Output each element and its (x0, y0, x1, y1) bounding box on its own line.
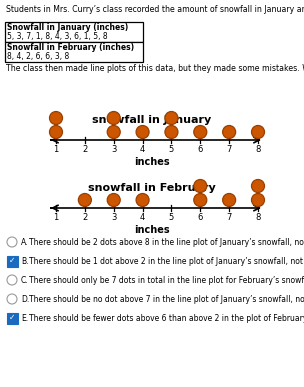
Circle shape (78, 194, 92, 207)
Text: 3: 3 (111, 213, 116, 222)
Text: 4: 4 (140, 145, 145, 154)
Text: There should be 2 dots above 8 in the line plot of January’s snowfall, not 1 dot: There should be 2 dots above 8 in the li… (29, 238, 304, 247)
Circle shape (7, 275, 17, 285)
Circle shape (136, 125, 149, 139)
Circle shape (194, 125, 207, 139)
Circle shape (194, 194, 207, 207)
Circle shape (223, 194, 236, 207)
Text: 8: 8 (255, 145, 261, 154)
Text: 5, 3, 7, 1, 8, 4, 3, 6, 1, 5, 8: 5, 3, 7, 1, 8, 4, 3, 6, 1, 5, 8 (7, 32, 108, 41)
Circle shape (107, 194, 120, 207)
Circle shape (165, 125, 178, 139)
Text: Snowfall in January (inches): Snowfall in January (inches) (7, 23, 128, 32)
Text: 6: 6 (198, 145, 203, 154)
Circle shape (194, 180, 207, 192)
Text: 7: 7 (226, 145, 232, 154)
FancyBboxPatch shape (5, 42, 143, 62)
Text: C.: C. (21, 276, 29, 285)
FancyBboxPatch shape (6, 312, 18, 324)
Circle shape (7, 237, 17, 247)
Text: ✓: ✓ (9, 313, 15, 322)
Text: B.: B. (21, 257, 29, 266)
Text: inches: inches (134, 225, 170, 235)
Circle shape (107, 125, 120, 139)
Circle shape (136, 194, 149, 207)
Text: D.: D. (21, 295, 29, 304)
Text: 5: 5 (169, 213, 174, 222)
Text: 8: 8 (255, 213, 261, 222)
Text: There should be no dot above 7 in the line plot of January’s snowfall, not 1 dot: There should be no dot above 7 in the li… (29, 295, 304, 304)
Text: 1: 1 (54, 145, 59, 154)
Circle shape (107, 111, 120, 125)
Text: There should be 1 dot above 2 in the line plot of January’s snowfall, not 2 dots: There should be 1 dot above 2 in the lin… (29, 257, 304, 266)
Text: There should be fewer dots above 6 than above 2 in the plot of February’s snowfa: There should be fewer dots above 6 than … (29, 314, 304, 323)
Text: 6: 6 (198, 213, 203, 222)
Text: There should only be 7 dots in total in the line plot for February’s snowfall, n: There should only be 7 dots in total in … (29, 276, 304, 285)
Circle shape (251, 180, 264, 192)
Text: E.: E. (21, 314, 28, 323)
Text: 3: 3 (111, 145, 116, 154)
FancyBboxPatch shape (5, 22, 143, 42)
Text: 7: 7 (226, 213, 232, 222)
Text: A.: A. (21, 238, 29, 247)
Circle shape (50, 111, 63, 125)
Text: 2: 2 (82, 213, 88, 222)
Text: 1: 1 (54, 213, 59, 222)
Text: Students in Mrs. Curry’s class recorded the amount of snowfall in January and Fe: Students in Mrs. Curry’s class recorded … (6, 5, 304, 14)
Text: inches: inches (134, 157, 170, 167)
Text: Snowfall in February (inches): Snowfall in February (inches) (7, 43, 134, 52)
Text: 8, 4, 2, 6, 6, 3, 8: 8, 4, 2, 6, 6, 3, 8 (7, 52, 69, 61)
Circle shape (251, 194, 264, 207)
Circle shape (165, 111, 178, 125)
Text: snowfall in January: snowfall in January (92, 115, 212, 125)
Circle shape (7, 294, 17, 304)
Circle shape (251, 125, 264, 139)
Circle shape (223, 125, 236, 139)
Text: 5: 5 (169, 145, 174, 154)
Text: ✓: ✓ (9, 256, 15, 265)
FancyBboxPatch shape (6, 255, 18, 267)
Text: 2: 2 (82, 145, 88, 154)
Text: The class then made line plots of this data, but they made some mistakes. Which : The class then made line plots of this d… (6, 64, 304, 73)
Text: snowfall in February: snowfall in February (88, 183, 216, 193)
Text: 4: 4 (140, 213, 145, 222)
Circle shape (50, 125, 63, 139)
